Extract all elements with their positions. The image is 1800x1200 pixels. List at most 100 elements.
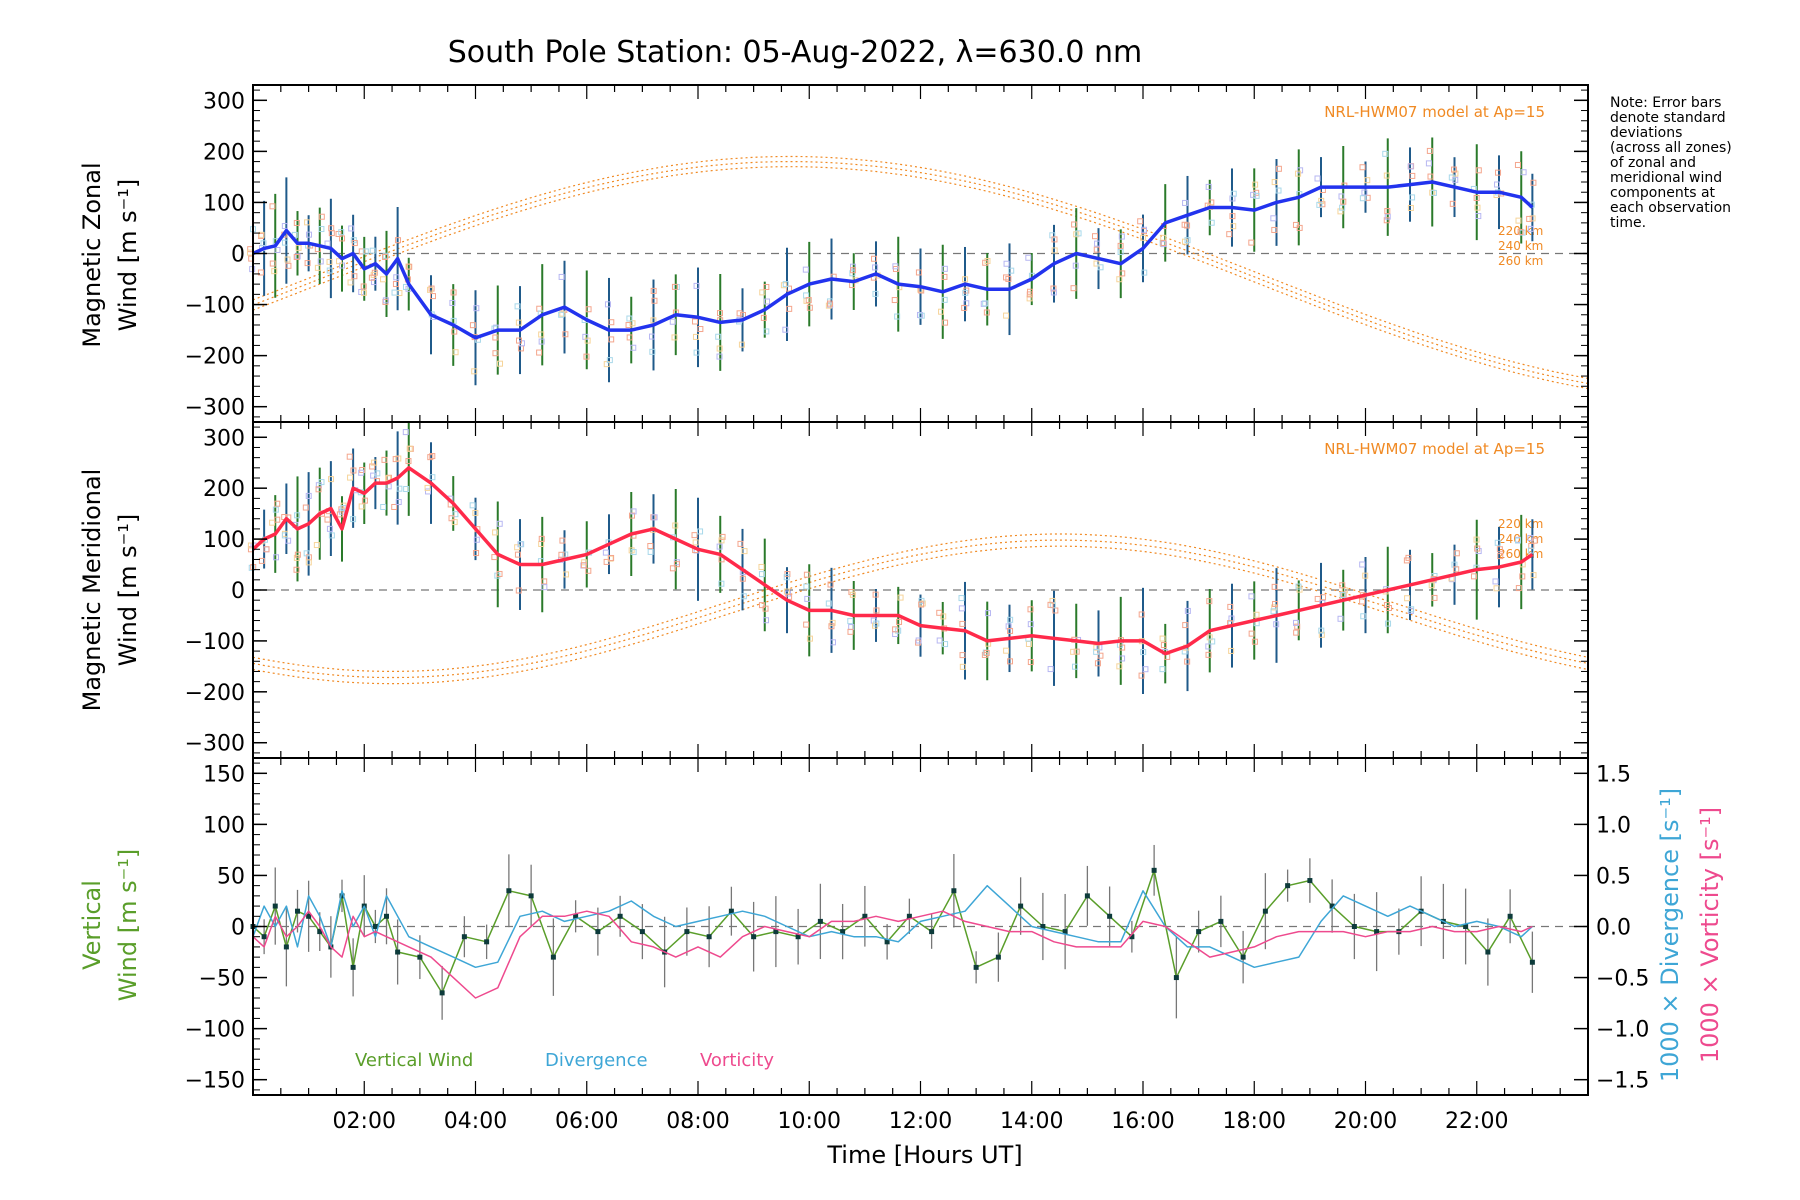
obs-marker (938, 308, 945, 315)
obs-marker (669, 318, 676, 325)
vertical-wind-point (817, 918, 823, 924)
obs-marker (1027, 621, 1034, 628)
obs-marker (763, 617, 770, 624)
legend-vorticity: Vorticity (700, 1050, 774, 1071)
obs-marker (273, 554, 280, 561)
obs-marker (1492, 578, 1499, 585)
x-tick-label: 22:00 (1445, 1109, 1508, 1134)
obs-marker (1093, 648, 1100, 655)
obs-marker (1252, 181, 1259, 188)
obs-marker (358, 248, 365, 255)
obs-marker (1318, 627, 1325, 634)
obs-marker (313, 542, 320, 549)
obs-marker (1293, 629, 1300, 636)
obs-marker (1359, 561, 1366, 568)
obs-marker (1453, 550, 1460, 557)
obs-marker (315, 486, 322, 493)
vertical-wind-point (1529, 959, 1535, 965)
obs-marker (424, 484, 431, 491)
obs-marker (849, 270, 856, 277)
vertical-wind-point (862, 913, 868, 919)
obs-marker (428, 285, 435, 292)
obs-marker (515, 587, 522, 594)
obs-marker (514, 303, 521, 310)
obs-marker (1295, 583, 1302, 590)
obs-marker (693, 349, 700, 356)
obs-marker (1092, 233, 1099, 240)
obs-marker (649, 348, 656, 355)
obs-marker (847, 618, 854, 625)
note-line: (across all zones) (1610, 140, 1732, 156)
right-y-tick-label: 1.0 (1596, 813, 1631, 838)
obs-marker (1529, 215, 1536, 222)
right-y-tick-label: −1.0 (1596, 1018, 1649, 1043)
vertical-wind-point (573, 913, 579, 919)
obs-marker (1405, 554, 1412, 561)
obs-marker (1493, 585, 1500, 592)
obs-marker (351, 273, 358, 280)
vertical-wind-point (1018, 903, 1024, 909)
vertical-wind-point (439, 990, 445, 996)
obs-marker (382, 252, 389, 259)
vertical-wind-point (506, 888, 512, 894)
obs-marker (1209, 638, 1216, 645)
obs-marker (649, 333, 656, 340)
obs-marker (516, 337, 523, 344)
obs-marker (941, 265, 948, 272)
vertical-wind-point (417, 954, 423, 960)
obs-marker (429, 293, 436, 300)
vertical-wind-point (973, 964, 979, 970)
y-tick-label: 200 (203, 140, 245, 165)
obs-marker (496, 520, 503, 527)
obs-marker (1248, 630, 1255, 637)
obs-marker (1340, 591, 1347, 598)
vertical-wind-point (306, 913, 312, 919)
obs-marker (1404, 595, 1411, 602)
obs-marker (492, 334, 499, 341)
obs-marker (829, 619, 836, 626)
obs-marker (293, 219, 300, 226)
obs-marker (1409, 172, 1416, 179)
obs-marker (562, 571, 569, 578)
obs-marker (1119, 644, 1126, 651)
obs-marker (941, 296, 948, 303)
obs-marker (603, 558, 610, 565)
obs-marker (716, 543, 723, 550)
obs-marker (402, 429, 409, 436)
obs-marker (360, 289, 367, 296)
obs-marker (392, 456, 399, 463)
obs-marker (785, 285, 792, 292)
obs-marker (1339, 204, 1346, 211)
obs-marker (1407, 163, 1414, 170)
obs-marker (473, 536, 480, 543)
y-tick-label: −100 (185, 1018, 245, 1043)
obs-marker (871, 255, 878, 262)
obs-marker (758, 563, 765, 570)
obs-marker (1385, 620, 1392, 627)
obs-marker (1047, 666, 1054, 673)
obs-marker (1531, 537, 1538, 544)
obs-marker (958, 605, 965, 612)
obs-marker (258, 557, 265, 564)
obs-marker (558, 273, 565, 280)
obs-marker (271, 268, 278, 275)
obs-marker (1182, 622, 1189, 629)
obs-marker (450, 289, 457, 296)
note-line: Note: Error bars (1610, 95, 1721, 111)
obs-marker (692, 333, 699, 340)
y-tick-label: 100 (203, 813, 245, 838)
obs-marker (374, 470, 381, 477)
obs-marker (538, 338, 545, 345)
vertical-wind-point (350, 964, 356, 970)
obs-marker (396, 485, 403, 492)
obs-marker (269, 260, 276, 267)
obs-marker (1184, 237, 1191, 244)
x-tick-label: 18:00 (1223, 1109, 1286, 1134)
obs-marker (350, 516, 357, 523)
obs-marker (339, 235, 346, 242)
obs-marker (1383, 217, 1390, 224)
obs-marker (693, 282, 700, 289)
obs-marker (1428, 582, 1435, 589)
obs-marker (281, 239, 288, 246)
obs-marker (1316, 201, 1323, 208)
